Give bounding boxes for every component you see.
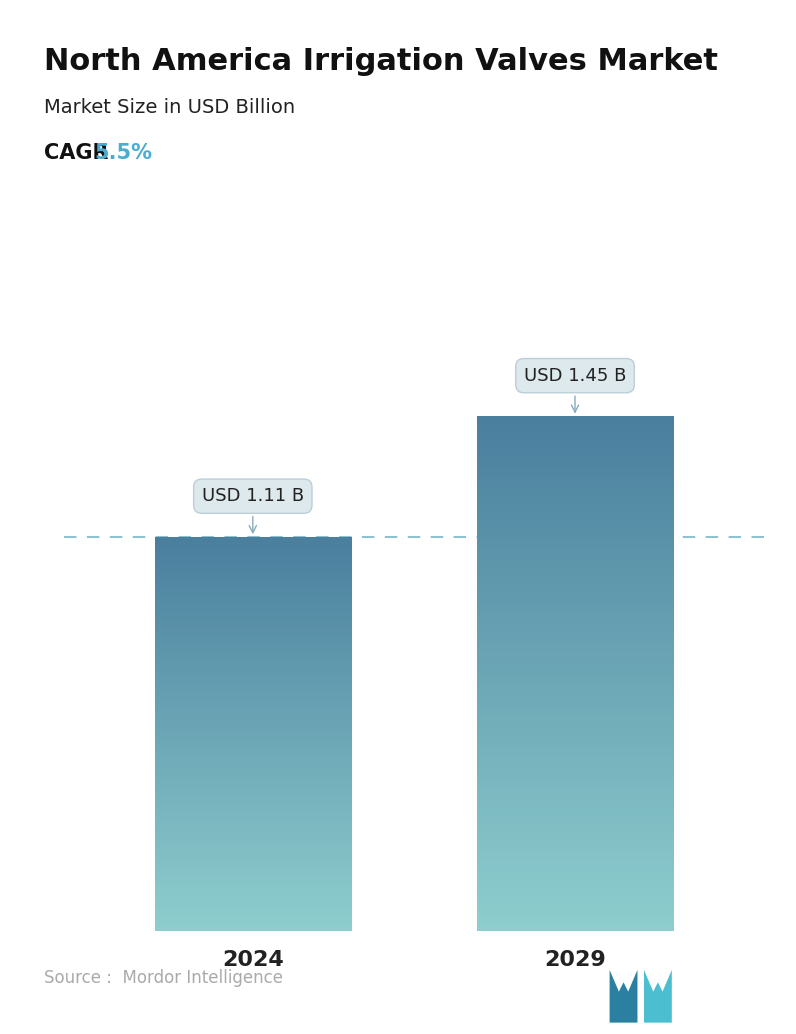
Text: Source :  Mordor Intelligence: Source : Mordor Intelligence: [44, 970, 283, 987]
Text: Market Size in USD Billion: Market Size in USD Billion: [44, 98, 295, 117]
Text: North America Irrigation Valves Market: North America Irrigation Valves Market: [44, 47, 718, 75]
Text: USD 1.11 B: USD 1.11 B: [201, 487, 304, 533]
Text: 5.5%: 5.5%: [95, 143, 153, 162]
Text: CAGR: CAGR: [44, 143, 115, 162]
Polygon shape: [610, 970, 638, 1023]
Text: USD 1.45 B: USD 1.45 B: [524, 367, 626, 413]
Polygon shape: [644, 970, 672, 1023]
